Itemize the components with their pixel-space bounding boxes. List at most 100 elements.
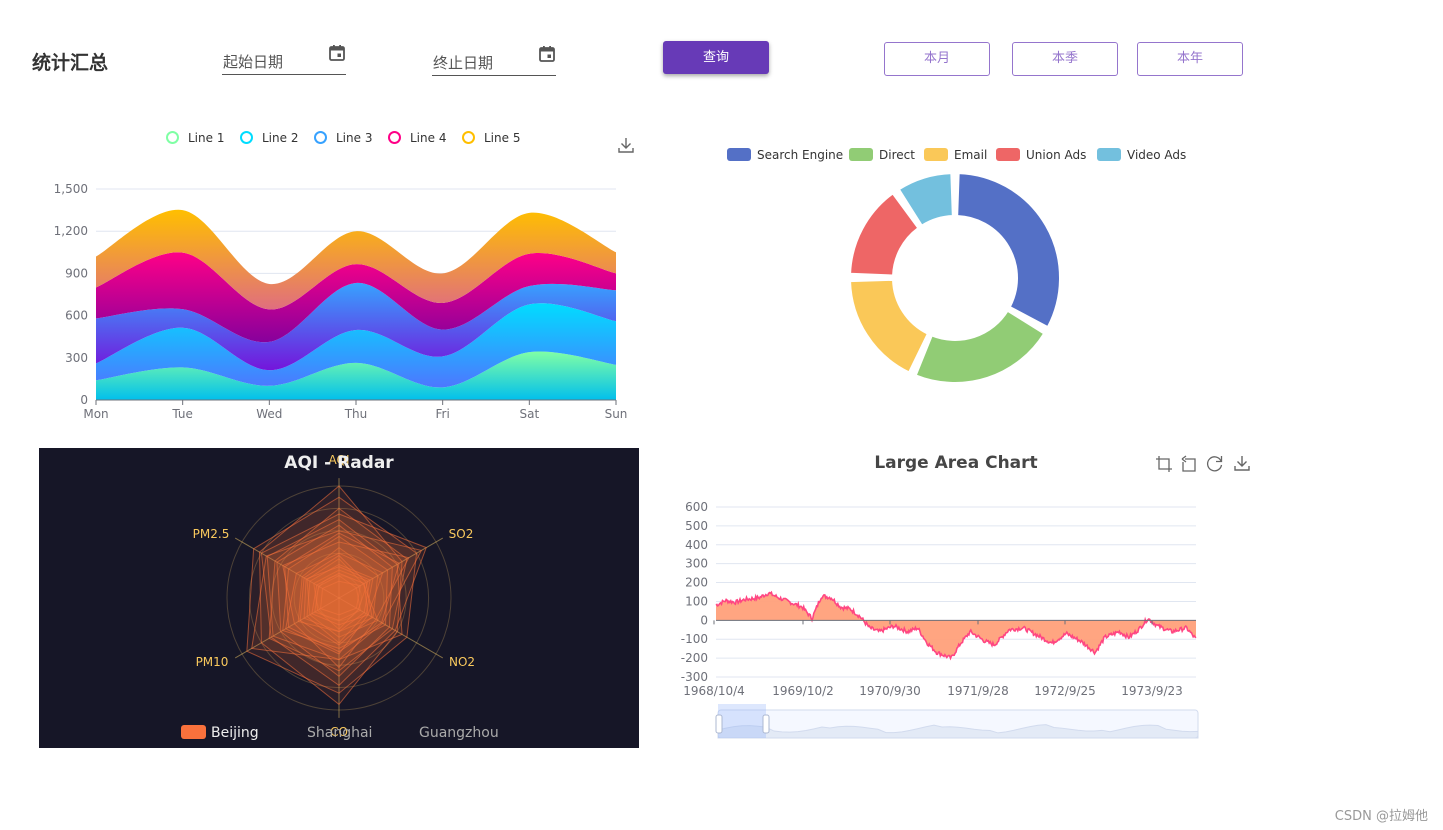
page-title: 统计汇总 <box>32 52 109 74</box>
legend-item-guangzhou[interactable]: Guangzhou <box>419 725 499 741</box>
start-date-label: 起始日期 <box>223 53 284 71</box>
radar-series-beijing[interactable] <box>284 532 400 653</box>
radar-series-beijing[interactable] <box>282 541 410 669</box>
legend-item-beijing[interactable]: Beijing <box>211 725 259 741</box>
y-tick-label: 600 <box>685 500 708 514</box>
datazoom-selection[interactable] <box>718 704 766 738</box>
legend-label: Email <box>954 148 988 162</box>
radar-series-beijing[interactable] <box>260 513 427 687</box>
y-tick-label: 900 <box>65 266 88 280</box>
donut-slice-direct[interactable] <box>914 309 1046 384</box>
this-month-button[interactable]: 本月 <box>884 42 990 76</box>
x-tick-label: Wed <box>256 407 282 421</box>
y-tick-label: 100 <box>685 594 708 608</box>
y-tick-label: 600 <box>65 309 88 323</box>
radar-series-beijing[interactable] <box>285 552 384 655</box>
this-quarter-button[interactable]: 本季 <box>1012 42 1118 76</box>
zoom-icon[interactable] <box>1156 456 1172 472</box>
restore-icon[interactable] <box>1206 456 1223 472</box>
y-tick-label: 400 <box>685 538 708 552</box>
legend-item-line-4[interactable]: Line 4 <box>388 131 446 145</box>
legend-item-shanghai[interactable]: Shanghai <box>307 725 372 741</box>
area-series-1[interactable] <box>96 351 616 400</box>
radar-series-beijing[interactable] <box>276 524 393 678</box>
y-tick-label: 200 <box>685 576 708 590</box>
legend-label: Direct <box>879 148 915 162</box>
x-tick-label: Mon <box>83 407 108 421</box>
legend-label: Line 1 <box>188 131 225 145</box>
legend-label: Search Engine <box>757 148 844 162</box>
legend-item-direct[interactable]: Direct <box>849 148 915 162</box>
legend-item-line-2[interactable]: Line 2 <box>240 131 298 145</box>
legend-label: Line 4 <box>410 131 447 145</box>
donut-chart <box>849 172 1061 384</box>
datazoom-handle-right[interactable] <box>762 714 770 734</box>
zoom-reset-icon[interactable] <box>1181 455 1196 472</box>
radar-indicator-label: PM10 <box>196 655 229 669</box>
y-tick-label: -300 <box>681 670 708 684</box>
legend-item-email[interactable]: Email <box>924 148 987 162</box>
legend-label: Video Ads <box>1127 148 1187 162</box>
x-tick-label: 1968/10/4 <box>683 684 745 698</box>
download-icon[interactable] <box>617 136 635 154</box>
y-tick-label: 1,200 <box>54 224 88 238</box>
legend-marker <box>924 148 948 161</box>
legend-item-search-engine[interactable]: Search Engine <box>727 148 843 162</box>
x-tick-label: Fri <box>436 407 450 421</box>
radar-series-beijing[interactable] <box>320 580 361 616</box>
radar-series-beijing[interactable] <box>311 572 369 626</box>
x-tick-label: 1971/9/28 <box>947 684 1009 698</box>
y-tick-label: 0 <box>700 613 708 627</box>
area-series-2[interactable] <box>96 303 616 388</box>
legend-marker <box>388 131 401 144</box>
legend-label: Line 2 <box>262 131 299 145</box>
calendar-icon[interactable] <box>328 44 346 62</box>
radar-series-beijing[interactable] <box>299 554 373 646</box>
area-series-4[interactable] <box>96 252 616 343</box>
end-date-label: 终止日期 <box>433 54 494 72</box>
radar-indicator-label: PM2.5 <box>193 527 230 541</box>
area-series-5[interactable] <box>96 209 616 310</box>
stacked-area-chart: 0 300 600 900 1,200 1,500 Mon Tue Wed Thu Fri Sat Su… <box>54 182 628 421</box>
legend-marker <box>996 148 1020 161</box>
datazoom-handle-left[interactable] <box>715 714 723 734</box>
donut-slice-video-ads[interactable] <box>897 172 954 227</box>
this-year-button[interactable]: 本年 <box>1137 42 1243 76</box>
radar-indicator-label: CO <box>330 725 348 739</box>
y-tick-label: 300 <box>685 557 708 571</box>
donut-slice-union-ads[interactable] <box>849 192 920 277</box>
legend-item-line-3[interactable]: Line 3 <box>314 131 372 145</box>
radar-indicator-label: SO2 <box>449 527 474 541</box>
start-date-field[interactable]: 起始日期 <box>222 44 346 75</box>
y-tick-label: 1,500 <box>54 182 88 196</box>
end-date-field[interactable]: 终止日期 <box>432 45 556 76</box>
legend-marker <box>166 131 179 144</box>
radar-indicator-label: NO2 <box>449 655 475 669</box>
legend-item-line-5[interactable]: Line 5 <box>462 131 520 145</box>
legend-item-video-ads[interactable]: Video Ads <box>1097 148 1186 162</box>
legend-marker <box>1097 148 1121 161</box>
radar-title: AQI - Radar <box>284 453 394 473</box>
legend-item-union-ads[interactable]: Union Ads <box>996 148 1086 162</box>
area-fill <box>716 592 1196 659</box>
radar-series-beijing[interactable] <box>246 496 418 694</box>
radar-panel: AQI SO2 NO2 CO PM10 PM2.5 AQI - Radar Beijing … <box>39 448 639 748</box>
radar-series-beijing[interactable] <box>266 519 403 661</box>
x-tick-label: 1969/10/2 <box>772 684 834 698</box>
legend-marker-beijing <box>181 725 206 739</box>
x-tick-label: Tue <box>171 407 193 421</box>
area-line[interactable] <box>715 590 1197 661</box>
radar-series-beijing[interactable] <box>268 507 408 672</box>
radar-legend: Beijing Shanghai Guangzhou <box>181 725 499 741</box>
y-tick-label: -100 <box>681 632 708 646</box>
donut-slice-email[interactable] <box>849 278 929 374</box>
download-icon[interactable] <box>1234 456 1250 471</box>
legend-item-line-1[interactable]: Line 1 <box>166 131 224 145</box>
calendar-icon[interactable] <box>538 45 556 63</box>
x-tick-label: 1973/9/23 <box>1121 684 1183 698</box>
query-button[interactable]: 查询 <box>663 41 769 74</box>
csdn-watermark: CSDN @拉姆他 <box>1334 809 1428 824</box>
area-series-3[interactable] <box>96 282 616 371</box>
donut-slice-search-engine[interactable] <box>956 172 1061 329</box>
legend-label: Union Ads <box>1026 148 1087 162</box>
